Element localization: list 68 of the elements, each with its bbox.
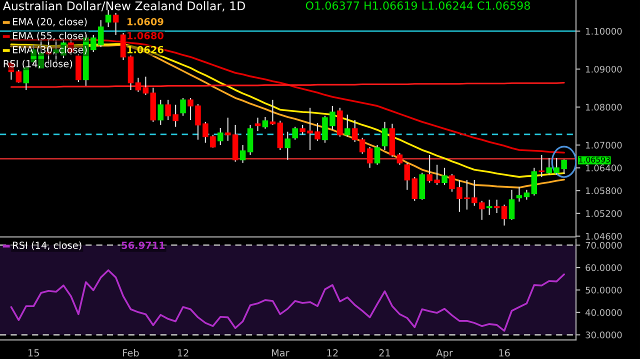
annotation: RSI (14, close) bbox=[4, 60, 72, 68]
candlestick bbox=[352, 119, 358, 143]
annotation: 56.9711 bbox=[122, 242, 165, 249]
candlestick bbox=[337, 107, 343, 138]
y-tick-label: 1.10000 bbox=[586, 28, 622, 35]
y-tick-label: 1.09000 bbox=[586, 66, 622, 73]
y-tick-label: 1.07000 bbox=[586, 142, 622, 149]
candlestick bbox=[538, 154, 545, 178]
candlestick bbox=[254, 117, 261, 132]
candlestick bbox=[524, 189, 530, 200]
y-tick-label: 70.0000 bbox=[586, 242, 622, 249]
candlestick bbox=[344, 114, 350, 138]
candlestick bbox=[419, 172, 425, 200]
candlestick bbox=[218, 127, 224, 146]
y-tick-label: 1.05200 bbox=[586, 210, 622, 217]
candlestick bbox=[224, 117, 231, 142]
candlestick bbox=[16, 69, 22, 84]
candlestick bbox=[247, 124, 254, 156]
candlestick bbox=[142, 76, 149, 96]
x-tick-label: 15 bbox=[28, 349, 39, 357]
y-tick-label: 30.0000 bbox=[586, 332, 622, 338]
y-tick-label: 60.0000 bbox=[586, 264, 622, 272]
candlestick bbox=[292, 126, 298, 140]
x-tick-label: 16 bbox=[499, 349, 510, 357]
legend-label: EMA (55, close) bbox=[13, 32, 87, 40]
annotation: 1.0626 bbox=[128, 46, 164, 54]
x-tick-label: 12 bbox=[327, 349, 338, 356]
candlestick bbox=[262, 116, 268, 130]
candlestick bbox=[442, 167, 448, 186]
candlestick bbox=[531, 167, 538, 196]
line-series bbox=[10, 269, 565, 332]
annotation: O1.06377 H1.06619 L1.06244 C1.06598 bbox=[306, 1, 530, 10]
x-tick-label: Feb bbox=[123, 349, 139, 357]
candlestick bbox=[366, 146, 373, 168]
y-tick-label: 40.0000 bbox=[585, 309, 622, 316]
x-tick-label: Apr bbox=[436, 349, 453, 358]
candlestick bbox=[270, 99, 276, 126]
x-tick-label: Mar bbox=[272, 349, 290, 357]
chart-title: Australian Dollar/New Zealand Dollar, 1D bbox=[2, 1, 245, 12]
candlestick bbox=[359, 137, 366, 154]
legend-label: EMA (20, close) bbox=[13, 18, 87, 26]
candlestick bbox=[486, 199, 492, 216]
legend-label: RSI (14, close) bbox=[13, 241, 82, 250]
x-tick-label: 12 bbox=[178, 349, 188, 356]
legend-label: EMA (30, close) bbox=[13, 46, 87, 54]
candlestick bbox=[382, 121, 388, 151]
y-tick-label: 1.04600 bbox=[586, 232, 622, 240]
annotation: 1.0680 bbox=[128, 32, 164, 40]
candlestick bbox=[120, 32, 126, 61]
y-tick-label: 1.08000 bbox=[586, 104, 622, 111]
candlestick bbox=[76, 53, 82, 83]
candlestick bbox=[284, 131, 291, 160]
candlestick bbox=[374, 144, 380, 166]
candlestick bbox=[501, 204, 508, 226]
y-tick-label: 1.06400 bbox=[586, 164, 622, 172]
candlestick bbox=[112, 12, 119, 36]
x-tick-label: 21 bbox=[379, 349, 390, 356]
candlestick bbox=[508, 189, 515, 220]
candlestick bbox=[516, 186, 522, 202]
y-tick-label: 1.05800 bbox=[586, 187, 622, 194]
candlestick bbox=[240, 144, 246, 164]
candlestick bbox=[494, 199, 500, 214]
candlestick bbox=[396, 152, 403, 166]
candlestick bbox=[180, 97, 186, 116]
candlestick bbox=[158, 99, 164, 126]
y-tick-label: 50.0000 bbox=[586, 286, 622, 294]
annotation: 1.0609 bbox=[128, 18, 164, 26]
candlestick bbox=[135, 77, 142, 92]
